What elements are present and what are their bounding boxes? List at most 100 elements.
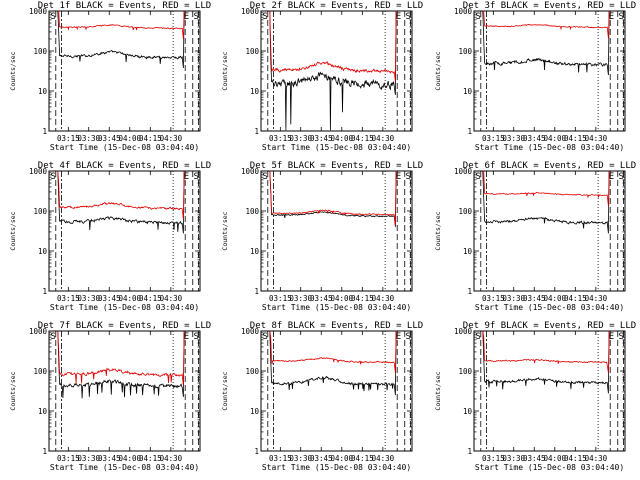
y-tick-label: 1 xyxy=(42,447,47,456)
series-events xyxy=(269,170,397,227)
series-lld xyxy=(482,10,610,39)
end-marker-2: S xyxy=(406,172,411,182)
y-tick-label: 1000 xyxy=(29,167,48,176)
x-tick-label: 03:30 xyxy=(77,134,100,143)
x-tick-label: 03:15 xyxy=(57,134,80,143)
x-tick-label: 04:00 xyxy=(543,134,566,143)
y-tick-label: 10 xyxy=(463,407,473,416)
y-axis-label: Counts/sec xyxy=(434,371,442,410)
y-tick-label: 100 xyxy=(33,207,47,216)
x-tick-label: 04:15 xyxy=(139,294,162,303)
x-axis-label: Start Time (15-Dec-08 03:04:40) xyxy=(475,143,624,152)
series-events xyxy=(482,10,610,76)
x-tick-label: 03:45 xyxy=(523,294,546,303)
series-lld xyxy=(269,10,397,82)
x-axis-label: Start Time (15-Dec-08 03:04:40) xyxy=(50,463,199,472)
x-tick-label: 04:15 xyxy=(351,134,374,143)
x-tick-label: 04:00 xyxy=(330,454,353,463)
end-marker: E xyxy=(396,12,401,22)
y-tick-label: 1000 xyxy=(241,7,260,16)
plot-frame xyxy=(473,170,626,292)
x-tick-label: 03:45 xyxy=(98,454,121,463)
plot-frame xyxy=(473,330,626,452)
y-tick-label: 1000 xyxy=(454,7,473,16)
end-marker-2: S xyxy=(619,172,624,182)
x-axis-label: Start Time (15-Dec-08 03:04:40) xyxy=(475,463,624,472)
x-tick-label: 03:15 xyxy=(269,294,292,303)
y-tick-label: 1000 xyxy=(241,167,260,176)
end-marker: E xyxy=(396,172,401,182)
y-axis-label: Counts/sec xyxy=(9,211,17,250)
y-tick-label: 1000 xyxy=(29,327,48,336)
plot-frame xyxy=(260,10,413,132)
end-marker: E xyxy=(184,12,189,22)
series-lld xyxy=(57,10,185,40)
x-axis-label: Start Time (15-Dec-08 03:04:40) xyxy=(262,463,411,472)
panel-7: Det 7f BLACK = Events, RED = LLD 1 10 100 10… xyxy=(9,321,211,472)
x-tick-label: 04:30 xyxy=(372,294,395,303)
chart-title: Det 6f BLACK = Events, RED = LLD xyxy=(463,161,636,171)
y-axis-label: Counts/sec xyxy=(434,51,442,90)
end-marker: E xyxy=(184,172,189,182)
y-tick-label: 10 xyxy=(463,247,473,256)
start-marker: S xyxy=(263,12,268,22)
y-tick-label: 1 xyxy=(254,127,259,136)
end-marker: E xyxy=(609,12,614,22)
x-tick-label: 04:30 xyxy=(372,134,395,143)
y-tick-label: 10 xyxy=(463,87,473,96)
panel-2: Det 2f BLACK = Events, RED = LLD 1 10 100 10… xyxy=(221,1,423,152)
y-tick-label: 1 xyxy=(42,287,47,296)
plot-frame xyxy=(473,10,626,132)
y-tick-label: 100 xyxy=(458,207,472,216)
y-tick-label: 10 xyxy=(38,87,48,96)
y-tick-label: 10 xyxy=(250,87,260,96)
x-tick-label: 04:00 xyxy=(543,454,566,463)
y-axis-label: Counts/sec xyxy=(221,51,229,90)
start-marker: S xyxy=(51,172,56,182)
plot-frame xyxy=(260,170,413,292)
start-marker: S xyxy=(476,172,481,182)
x-axis-label: Start Time (15-Dec-08 03:04:40) xyxy=(475,303,624,312)
x-tick-label: 04:15 xyxy=(564,454,587,463)
y-tick-label: 100 xyxy=(458,47,472,56)
y-axis-label: Counts/sec xyxy=(434,211,442,250)
start-marker: S xyxy=(51,12,56,22)
y-tick-label: 1 xyxy=(254,447,259,456)
x-tick-label: 03:45 xyxy=(523,454,546,463)
y-tick-label: 10 xyxy=(250,407,260,416)
end-marker-2: S xyxy=(406,12,411,22)
start-marker: S xyxy=(263,172,268,182)
series-events xyxy=(57,10,185,69)
x-tick-label: 04:30 xyxy=(585,134,608,143)
start-marker: S xyxy=(476,12,481,22)
y-tick-label: 1000 xyxy=(454,167,473,176)
y-tick-label: 100 xyxy=(245,367,259,376)
x-tick-label: 03:15 xyxy=(57,294,80,303)
series-lld xyxy=(482,330,610,373)
y-axis-label: Counts/sec xyxy=(9,51,17,90)
y-tick-label: 1 xyxy=(467,127,472,136)
panel-6: Det 6f BLACK = Events, RED = LLD 1 10 100 10… xyxy=(434,161,636,312)
y-tick-label: 10 xyxy=(38,247,48,256)
y-tick-label: 1 xyxy=(42,127,47,136)
y-tick-label: 1 xyxy=(467,287,472,296)
x-axis-label: Start Time (15-Dec-08 03:04:40) xyxy=(262,303,411,312)
end-marker-2: S xyxy=(194,12,199,22)
panel-5: Det 5f BLACK = Events, RED = LLD 1 10 100 10… xyxy=(221,161,423,312)
x-tick-label: 03:45 xyxy=(310,454,333,463)
x-tick-label: 04:30 xyxy=(585,454,608,463)
y-tick-label: 1 xyxy=(467,447,472,456)
x-tick-label: 03:45 xyxy=(523,134,546,143)
end-marker-2: S xyxy=(619,332,624,342)
x-tick-label: 03:45 xyxy=(98,134,121,143)
x-tick-label: 04:00 xyxy=(118,134,141,143)
end-marker-2: S xyxy=(194,172,199,182)
series-events xyxy=(57,170,185,234)
series-lld xyxy=(269,330,397,373)
y-tick-label: 1000 xyxy=(29,7,48,16)
x-tick-label: 04:30 xyxy=(160,454,183,463)
chart-title: Det 7f BLACK = Events, RED = LLD xyxy=(38,321,211,331)
chart-title: Det 9f BLACK = Events, RED = LLD xyxy=(463,321,636,331)
chart-title: Det 8f BLACK = Events, RED = LLD xyxy=(250,321,423,331)
